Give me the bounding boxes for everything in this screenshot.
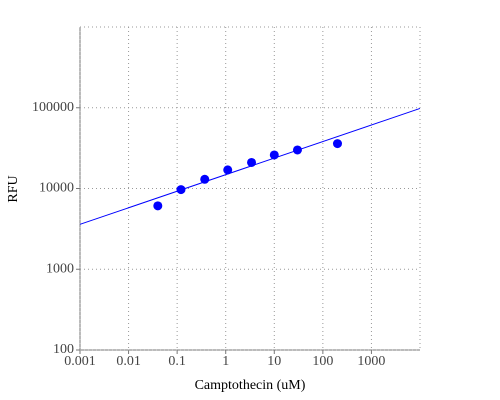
x-tick-label: 10 [267,354,281,369]
y-tick-label: 1000 [46,261,74,276]
y-tick-label: 100000 [32,100,74,115]
x-tick-label: 0.001 [64,354,96,369]
y-tick-label: 10000 [39,181,74,196]
data-point [332,139,342,149]
x-tick-label: 0.01 [116,354,141,369]
data-point [153,201,163,211]
y-axis-label: RFU [6,175,21,202]
x-axis-label: Camptothecin (uM) [195,378,306,393]
x-tick-label: 0.1 [168,354,186,369]
x-tick-label: 1 [222,354,229,369]
fit-line [79,107,421,225]
y-tick-label: 100 [53,342,74,357]
x-tick-label: 100 [312,354,333,369]
x-tick-label: 1000 [357,354,385,369]
data-point [223,165,233,175]
